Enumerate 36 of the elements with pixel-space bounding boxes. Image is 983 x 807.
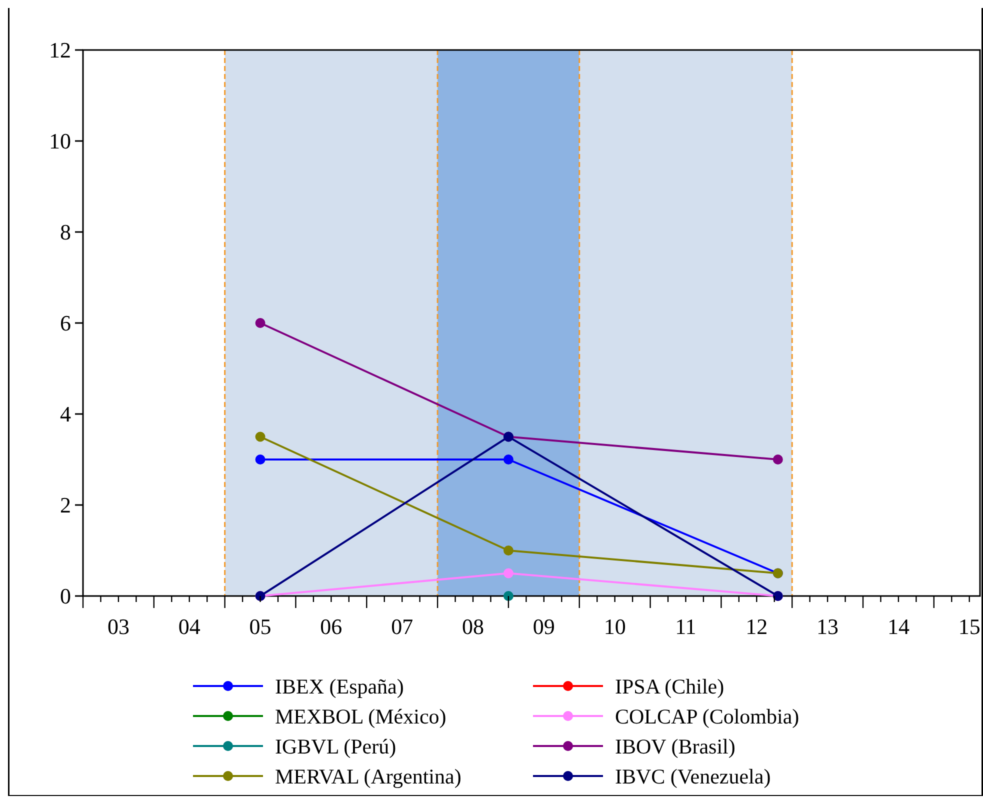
legend-label: IBOV (Brasil)	[615, 734, 736, 758]
y-tick-label: 12	[49, 38, 71, 63]
legend-label: IGBVL (Perú)	[275, 734, 396, 758]
x-tick-label: 11	[675, 614, 696, 639]
legend-label: IBVC (Venezuela)	[615, 764, 771, 788]
y-tick-label: 8	[60, 220, 71, 245]
x-tick-label: 12	[746, 614, 768, 639]
point	[255, 454, 266, 464]
point	[503, 591, 514, 601]
legend-label: COLCAP (Colombia)	[615, 704, 800, 728]
y-tick-label: 0	[60, 584, 71, 609]
y-tick-label: 10	[49, 128, 71, 154]
x-tick-label: 06	[320, 614, 342, 639]
legend-label: IBEX (España)	[275, 674, 404, 698]
legend-label: MERVAL (Argentina)	[275, 764, 462, 788]
x-tick-label: 10	[604, 614, 626, 639]
x-tick-label: 13	[816, 614, 839, 639]
point	[503, 546, 514, 556]
y-tick-label: 6	[60, 310, 71, 336]
x-tick-label: 09	[532, 614, 555, 639]
y-tick-label: 2	[60, 492, 71, 518]
x-tick-label: 04	[178, 614, 200, 639]
x-tick-label: 05	[249, 614, 272, 639]
x-tick-label: 08	[462, 614, 484, 639]
legend-label: MEXBOL (México)	[275, 704, 446, 728]
y-tick-label: 4	[60, 402, 71, 427]
x-tick-label: 07	[391, 614, 414, 639]
point	[503, 454, 514, 464]
x-tick-label: 03	[107, 614, 130, 639]
legend-label: IPSA (Chile)	[615, 674, 724, 698]
point	[255, 432, 266, 442]
point	[255, 318, 266, 328]
point	[503, 568, 514, 578]
x-tick-label: 14	[887, 614, 910, 639]
point	[772, 454, 783, 464]
x-tick-label: 15	[958, 614, 980, 639]
